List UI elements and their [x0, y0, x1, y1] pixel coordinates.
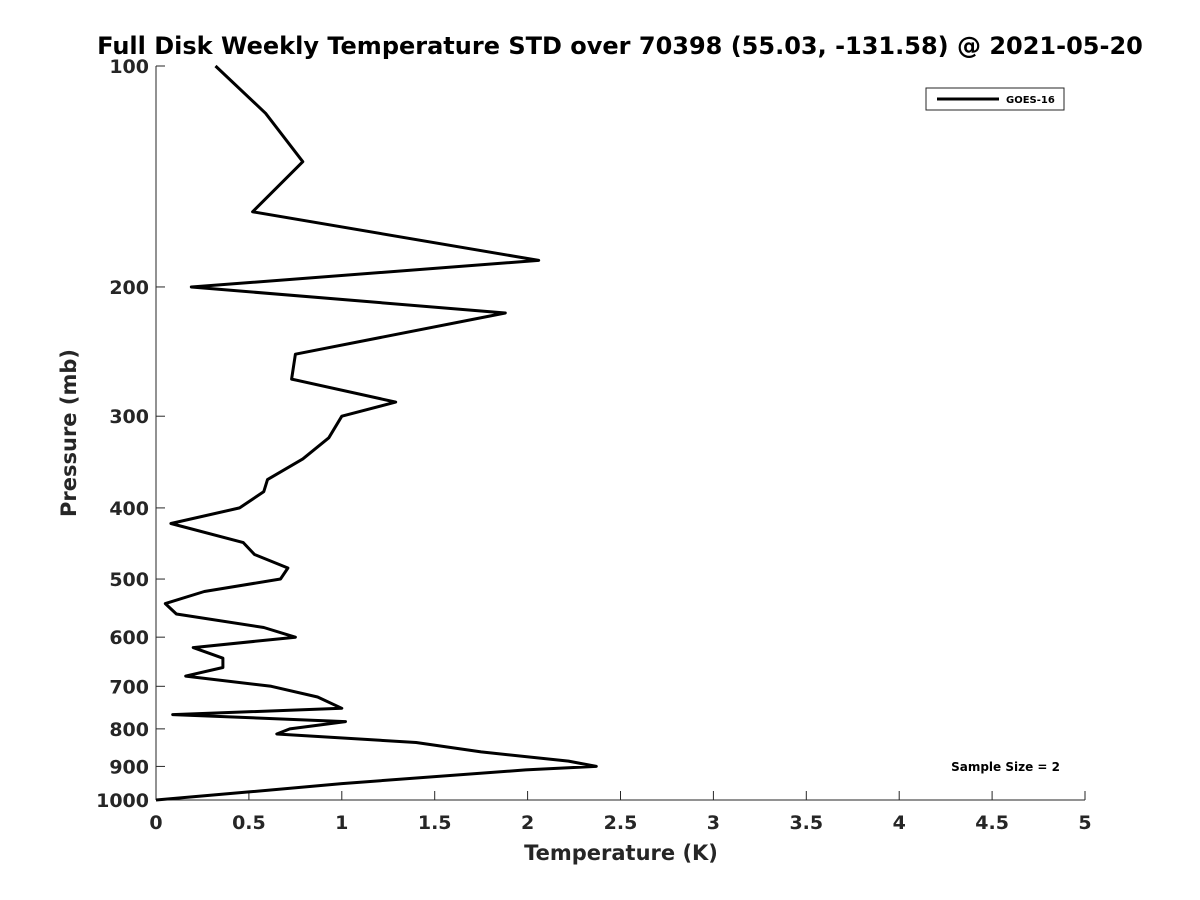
x-tick-label: 4.5: [975, 812, 1009, 834]
y-tick-label: 500: [109, 569, 149, 591]
legend: GOES-16: [925, 87, 1065, 111]
y-axis-ticks: 100 200 300 400 500 600 700 800 900 1000: [96, 56, 165, 812]
x-tick-label: 5: [1078, 812, 1091, 834]
y-tick-label: 700: [109, 676, 149, 698]
x-tick-label: 1: [335, 812, 348, 834]
plot-axes: [155, 66, 1085, 801]
chart-title: Full Disk Weekly Temperature STD over 70…: [97, 32, 1143, 60]
y-tick-label: 400: [109, 498, 149, 520]
x-tick-label: 2.5: [604, 812, 638, 834]
y-tick-label: 100: [109, 56, 149, 78]
sample-size-annotation: Sample Size = 2: [951, 760, 1060, 774]
y-tick-label: 800: [109, 719, 149, 741]
y-tick-label: 200: [109, 277, 149, 299]
x-axis-label: Temperature (K): [524, 841, 718, 865]
series-layer: [155, 64, 598, 802]
x-tick-label: 0.5: [232, 812, 266, 834]
y-tick-label: 300: [109, 406, 149, 428]
legend-label: GOES-16: [1006, 95, 1055, 106]
series-line-goes-16: [155, 64, 598, 802]
x-axis-ticks: 0 0.5 1 1.5 2 2.5 3 3.5 4 4.5 5: [149, 791, 1092, 834]
x-tick-label: 3.5: [789, 812, 823, 834]
x-tick-label: 1.5: [418, 812, 452, 834]
x-tick-label: 3: [707, 812, 720, 834]
y-tick-label: 900: [109, 756, 149, 778]
x-tick-label: 4: [893, 812, 906, 834]
y-axis-label: Pressure (mb): [57, 349, 81, 517]
y-tick-label: 600: [109, 627, 149, 649]
x-tick-label: 2: [521, 812, 534, 834]
y-tick-label: 1000: [96, 790, 149, 812]
x-tick-label: 0: [149, 812, 162, 834]
